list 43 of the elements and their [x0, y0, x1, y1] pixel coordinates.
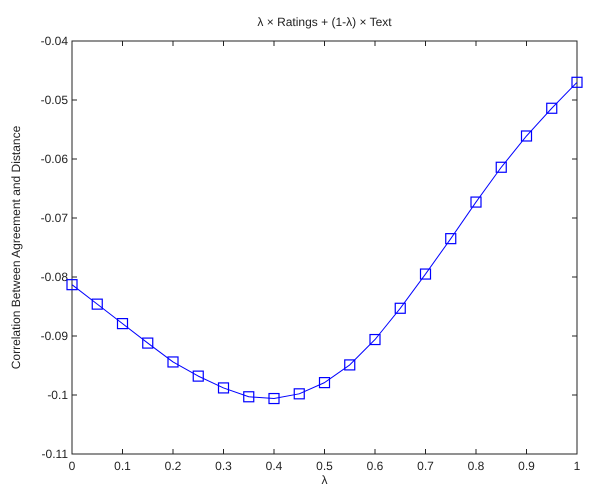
point — [394, 302, 406, 314]
point — [496, 162, 507, 173]
y-axis-title: Correlation Between Agreement and Distance — [9, 125, 23, 370]
y-tick-label: -0.07 — [40, 211, 68, 225]
x-tick-label: 0.5 — [316, 459, 334, 473]
point — [142, 337, 154, 349]
point — [243, 391, 254, 402]
point — [192, 370, 204, 382]
x-tick-label: 0.6 — [366, 459, 384, 473]
point — [268, 392, 280, 404]
point — [318, 377, 330, 388]
point — [66, 279, 78, 290]
point — [571, 76, 583, 88]
chart-title: λ × Ratings + (1-λ) × Text — [257, 15, 392, 29]
y-tick-label: -0.05 — [40, 93, 68, 107]
point — [470, 196, 482, 208]
point — [116, 318, 128, 330]
y-tick-label: -0.08 — [40, 270, 68, 284]
x-tick-label: 0.4 — [266, 459, 283, 473]
point — [92, 298, 103, 310]
point — [520, 130, 532, 142]
point — [218, 382, 230, 394]
point — [167, 356, 179, 368]
y-tick-label: -0.06 — [40, 152, 68, 166]
point — [445, 233, 456, 244]
x-tick-label: 0.7 — [417, 459, 434, 473]
x-tick-label: 0 — [68, 459, 76, 473]
x-tick-label: 0.8 — [468, 459, 485, 473]
point — [294, 388, 305, 400]
y-tick-label: -0.09 — [40, 329, 68, 343]
x-axis-title: λ — [322, 473, 328, 487]
point — [546, 102, 558, 114]
x-tick-label: 0.1 — [114, 459, 132, 473]
y-tick-label: -0.11 — [42, 447, 68, 461]
x-tick-label: 0.3 — [215, 459, 232, 473]
x-tick-label: 1 — [574, 459, 581, 473]
point — [420, 268, 432, 280]
x-tick-label: 0.2 — [164, 459, 182, 473]
point — [369, 334, 381, 346]
y-tick-label: -0.1 — [47, 388, 68, 402]
point — [344, 359, 356, 371]
y-tick-label: -0.04 — [40, 34, 68, 48]
x-tick-label: 0.9 — [518, 459, 536, 473]
